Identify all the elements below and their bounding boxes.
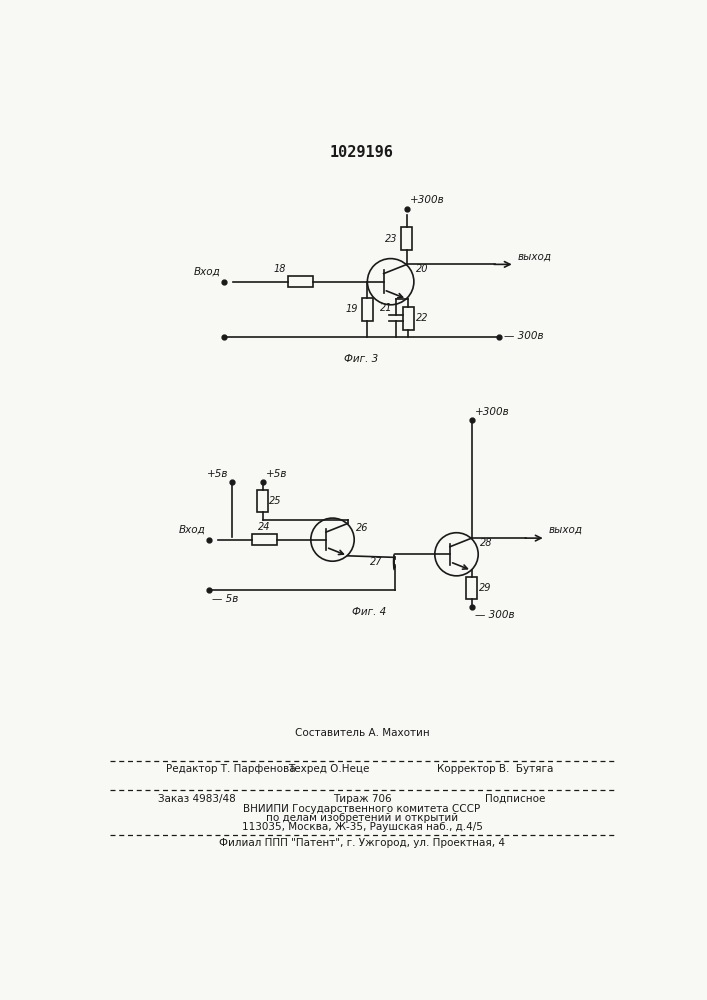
Text: 1029196: 1029196	[330, 145, 394, 160]
Text: 19: 19	[346, 304, 358, 314]
Text: выход: выход	[549, 525, 583, 535]
Text: +5в: +5в	[207, 469, 228, 479]
Text: Заказ 4983/48: Заказ 4983/48	[158, 794, 236, 804]
Bar	[466, 577, 477, 599]
Text: Филиал ППП "Патент", г. Ужгород, ул. Проектная, 4: Филиал ППП "Патент", г. Ужгород, ул. Про…	[219, 838, 505, 848]
Text: 29: 29	[479, 583, 492, 593]
Text: +300в: +300в	[475, 407, 510, 417]
Text: Редактор Т. Парфенова: Редактор Т. Парфенова	[166, 764, 296, 774]
Text: 27: 27	[370, 557, 383, 567]
Text: 22: 22	[416, 313, 428, 323]
Text: Фиг. 3: Фиг. 3	[344, 354, 379, 364]
Text: Вход: Вход	[194, 267, 221, 277]
Bar	[252, 534, 276, 545]
Text: Вход: Вход	[179, 525, 206, 535]
Bar	[288, 276, 312, 287]
Text: — 5в: — 5в	[212, 594, 239, 604]
Text: 24: 24	[258, 522, 271, 532]
Text: ВНИИПИ Государственного комитета СССР: ВНИИПИ Государственного комитета СССР	[243, 804, 481, 814]
Bar	[403, 307, 414, 330]
Bar	[362, 298, 373, 321]
Text: Техред О.Неце: Техред О.Неце	[288, 764, 369, 774]
Text: 25: 25	[269, 496, 281, 506]
Text: по делам изобретений и открытий: по делам изобретений и открытий	[266, 813, 458, 823]
Text: +300в: +300в	[410, 195, 445, 205]
Text: 28: 28	[480, 538, 492, 548]
Text: выход: выход	[518, 251, 551, 261]
Bar	[402, 227, 412, 250]
Text: 18: 18	[274, 264, 286, 274]
Text: 21: 21	[380, 303, 392, 313]
Bar	[257, 490, 268, 512]
Text: — 300в: — 300в	[475, 610, 515, 620]
Text: Подписное: Подписное	[485, 794, 546, 804]
Text: 23: 23	[385, 234, 397, 244]
Text: +5в: +5в	[266, 469, 287, 479]
Text: — 300в: — 300в	[504, 331, 544, 341]
Text: 26: 26	[356, 523, 368, 533]
Text: Тираж 706: Тираж 706	[332, 794, 391, 804]
Text: 20: 20	[416, 264, 428, 274]
Text: Корректор В.  Бутяга: Корректор В. Бутяга	[437, 764, 554, 774]
Text: Фиг. 4: Фиг. 4	[352, 607, 387, 617]
Text: 113035, Москва, Ж-35, Раушская наб., д.4/5: 113035, Москва, Ж-35, Раушская наб., д.4…	[242, 822, 482, 832]
Text: Составитель А. Махотин: Составитель А. Махотин	[295, 728, 429, 738]
